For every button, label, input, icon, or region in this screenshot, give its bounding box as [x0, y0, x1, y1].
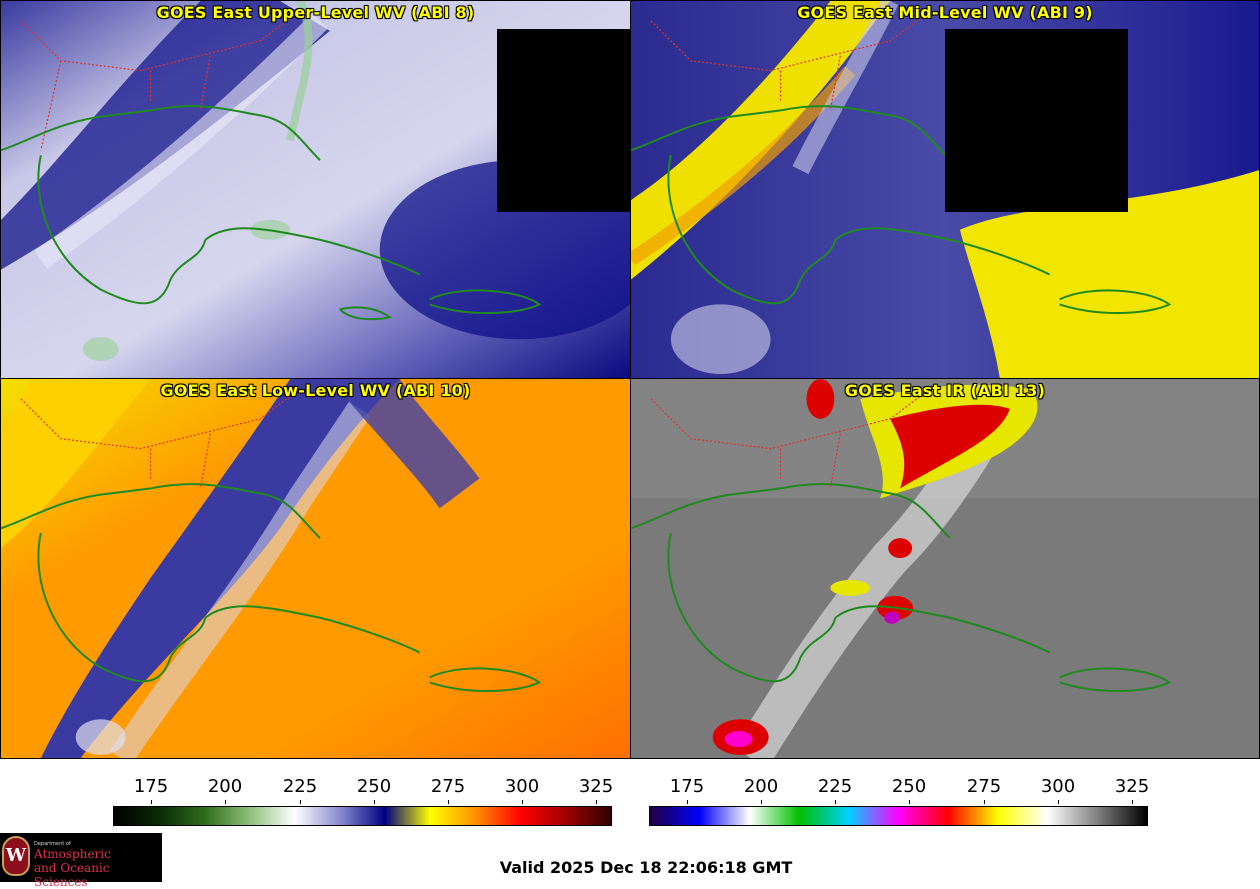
aos-logo: W Department of Atmospheric and Oceanic …	[0, 833, 162, 889]
ir-image	[631, 379, 1259, 758]
wv-colorbar-ticks: 175 200 225 250 275 300 325	[113, 776, 613, 826]
wv-colorbar	[113, 806, 612, 826]
valid-time: Valid 2025 Dec 18 22:06:18 GMT	[499, 858, 793, 877]
missing-data-region	[497, 29, 630, 212]
panel-low-level-wv: GOES East Low-Level WV (ABI 10)	[0, 378, 631, 759]
logo-line-1: Atmospheric	[34, 847, 111, 861]
ir-colorbar	[649, 806, 1148, 826]
panel-title: GOES East Upper-Level WV (ABI 8)	[156, 3, 475, 22]
ir-colorbar-ticks: 175 200 225 250 275 300 325	[649, 776, 1149, 826]
panel-title: GOES East Mid-Level WV (ABI 9)	[797, 3, 1093, 22]
logo-department: Department of	[34, 841, 71, 847]
uw-seal-icon: W	[2, 836, 30, 876]
missing-data-region	[945, 29, 1128, 212]
panel-title: GOES East IR (ABI 13)	[844, 381, 1046, 400]
panel-upper-level-wv: GOES East Upper-Level WV (ABI 8)	[0, 0, 631, 379]
panel-ir: GOES East IR (ABI 13)	[630, 378, 1260, 759]
panel-mid-level-wv: GOES East Mid-Level WV (ABI 9)	[630, 0, 1260, 379]
panel-title: GOES East Low-Level WV (ABI 10)	[160, 381, 471, 400]
low-level-wv-image	[1, 379, 630, 758]
